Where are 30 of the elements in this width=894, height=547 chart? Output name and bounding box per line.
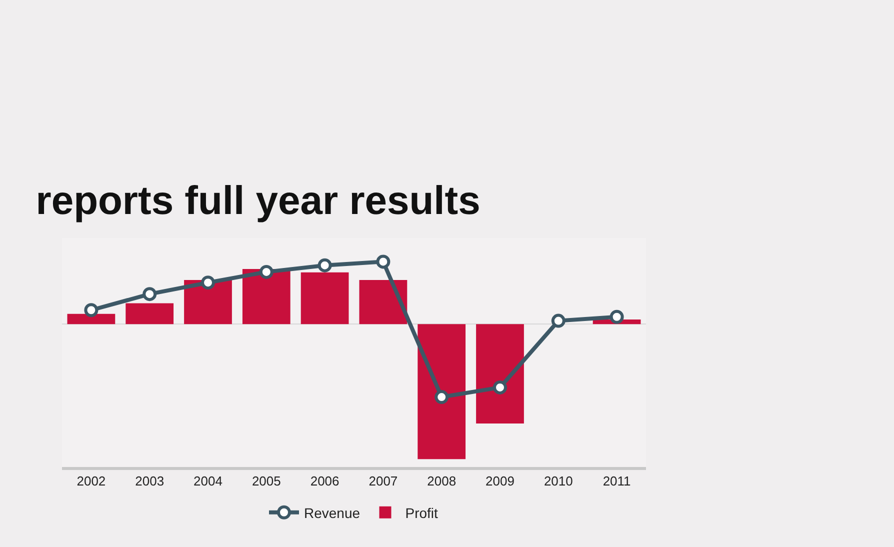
- point: [84, 303, 98, 318]
- bar: [126, 303, 174, 324]
- bar: [300, 272, 349, 324]
- x-tick-label: 2010: [544, 474, 573, 489]
- point: [610, 310, 624, 324]
- point: [434, 390, 449, 404]
- point: [551, 314, 566, 328]
- x-tick-label: 2004: [194, 474, 222, 489]
- bar: [418, 324, 466, 460]
- bar: [359, 280, 408, 324]
- bar: [242, 268, 290, 324]
- point: [142, 287, 157, 302]
- point: [376, 254, 390, 269]
- x-tick-label: 2009: [486, 474, 514, 489]
- bar: [476, 324, 524, 424]
- point: [259, 264, 274, 279]
- point: [493, 380, 507, 394]
- chart-title: reports full year results: [36, 178, 480, 223]
- legend-label: Revenue: [304, 504, 360, 521]
- bar: [67, 314, 116, 324]
- point: [318, 258, 332, 272]
- x-tick-label: 2007: [368, 474, 398, 489]
- x-tick-label: 2006: [310, 474, 340, 489]
- x-tick-label: 2011: [602, 474, 631, 489]
- legend-label: Profit: [405, 504, 438, 521]
- x-tick-label: 2008: [427, 474, 456, 489]
- x-tick-label: 2005: [252, 474, 281, 489]
- x-tick-label: 2002: [76, 474, 106, 489]
- point: [201, 276, 215, 290]
- x-tick-label: 2003: [135, 474, 164, 489]
